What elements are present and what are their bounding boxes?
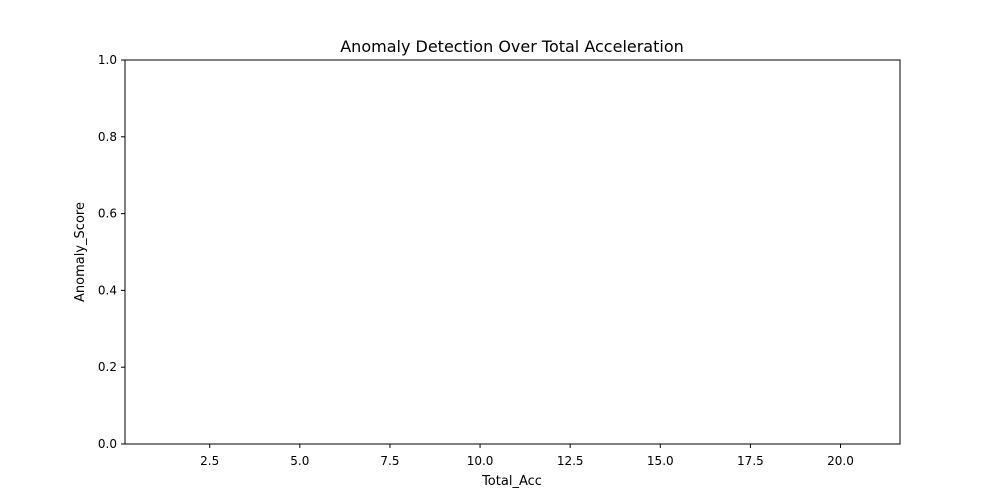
x-axis-label: Total_Acc — [481, 474, 542, 489]
x-tick-label: 12.5 — [557, 454, 584, 468]
y-tick-label: 0.2 — [98, 360, 117, 374]
x-tick-label: 15.0 — [647, 454, 674, 468]
x-tick-label: 17.5 — [737, 454, 764, 468]
y-axis-label: Anomaly_Score — [73, 202, 88, 302]
y-tick-label: 0.4 — [98, 283, 117, 297]
x-tick-label: 2.5 — [200, 454, 219, 468]
y-axis: 0.0 0.2 0.4 0.6 0.8 1.0 — [98, 53, 125, 451]
y-tick-label: 0.8 — [98, 130, 117, 144]
y-tick-label: 0.0 — [98, 437, 117, 451]
x-tick-label: 10.0 — [467, 454, 494, 468]
y-tick-label: 1.0 — [98, 53, 117, 67]
plot-frame — [124, 59, 901, 445]
plot-area: 2.5 5.0 7.5 10.0 12.5 15.0 17.5 20.0 0.00.20.40… — [98, 53, 901, 468]
x-tick-label: 5.0 — [290, 454, 309, 468]
chart-title: Anomaly Detection Over Total Acceleratio… — [340, 37, 684, 56]
x-tick-label: 7.5 — [380, 454, 399, 468]
x-tick-label: 20.0 — [827, 454, 854, 468]
x-axis: 2.5 5.0 7.5 10.0 12.5 15.0 17.5 20.0 — [200, 444, 854, 468]
y-tick-label: 0.6 — [98, 207, 117, 221]
